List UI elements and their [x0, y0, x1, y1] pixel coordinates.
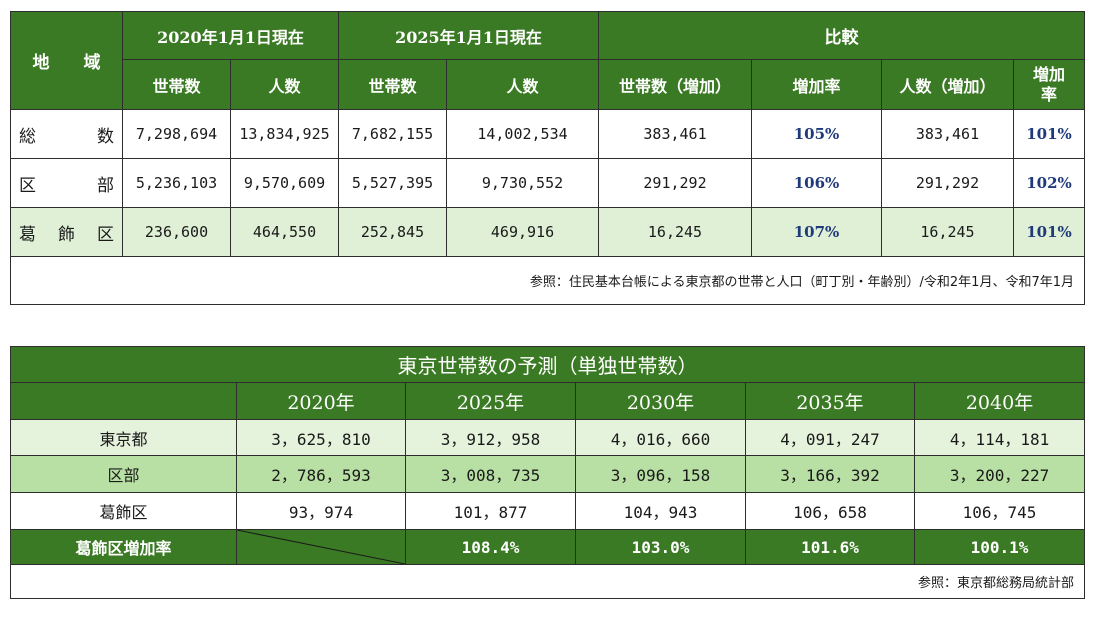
header-people-2025: 人数: [446, 59, 599, 110]
header-blank: [10, 382, 237, 420]
header-people-increase: 人数（増加）: [881, 59, 1014, 110]
table-row: 区部 2，786，593 3，008，735 3，096，158 3，166，3…: [10, 455, 1086, 493]
region-cell: 葛飾区: [10, 207, 123, 257]
header-households-rate: 増加率: [751, 59, 882, 110]
header-year: 2040年: [913, 382, 1086, 420]
cell-people-increase: 16,245: [881, 207, 1014, 257]
forecast-title: 東京世帯数の予測（単独世帯数）: [9, 346, 1086, 383]
header-compare: 比較: [598, 11, 1085, 60]
cell-value: 101，877: [405, 492, 576, 530]
cell-value: 93，974: [236, 492, 406, 530]
cell-people-2025: 14,002,534: [446, 109, 599, 159]
cell-value: 3，166，392: [745, 455, 915, 493]
cell-households-2025: 252,845: [338, 207, 447, 257]
cell-value: 3，625，810: [236, 419, 406, 456]
cell-rate: 108.4%: [405, 529, 576, 565]
cell-people-2020: 464,550: [230, 207, 339, 257]
cell-households-2025: 7,682,155: [338, 109, 447, 159]
cell-value: 106，658: [745, 492, 915, 530]
cell-households-rate: 107%: [751, 207, 882, 257]
diagonal-line: [237, 530, 405, 564]
row-label: 葛飾区増加率: [10, 529, 237, 565]
header-households-2020: 世帯数: [122, 59, 231, 110]
cell-people-2025: 9,730,552: [446, 158, 599, 208]
header-2025: 2025年1月1日現在: [338, 11, 599, 60]
region-cell: 総数: [10, 109, 123, 159]
header-year: 2030年: [575, 382, 746, 420]
header-households-increase: 世帯数（増加）: [598, 59, 752, 110]
cell-households-rate: 105%: [751, 109, 882, 159]
cell-value: 3，200，227: [913, 455, 1086, 493]
cell-rate: 103.0%: [575, 529, 746, 565]
cell-people-increase: 291,292: [881, 158, 1014, 208]
row-label: 区部: [10, 455, 237, 493]
cell-rate: 101.6%: [745, 529, 915, 565]
table-row: 総数 7,298,694 13,834,925 7,682,155 14,002…: [10, 109, 1085, 159]
cell-people-rate: 102%: [1013, 158, 1085, 208]
cell-value: 4，016，660: [575, 419, 746, 456]
diagonal-blank-cell: [236, 529, 406, 565]
cell-households-2025: 5,527,395: [338, 158, 447, 208]
cell-households-2020: 5,236,103: [122, 158, 231, 208]
cell-households-2020: 236,600: [122, 207, 231, 257]
cell-households-increase: 16,245: [598, 207, 752, 257]
cell-value: 4，114，181: [913, 419, 1086, 456]
cell-people-rate: 101%: [1013, 207, 1085, 257]
table-row: 葛飾区増加率 108.4% 103.0% 101.6% 100.1%: [10, 529, 1086, 565]
cell-value: 3，912，958: [405, 419, 576, 456]
header-2020: 2020年1月1日現在: [122, 11, 339, 60]
single-household-forecast-table: 東京世帯数の予測（単独世帯数） 2020年 2025年 2030年 2035年 …: [9, 346, 1086, 599]
cell-value: 2，786，593: [236, 455, 406, 493]
cell-people-2020: 13,834,925: [230, 109, 339, 159]
cell-value: 3，008，735: [405, 455, 576, 493]
cell-value: 4，091，247: [745, 419, 915, 456]
header-year: 2035年: [745, 382, 915, 420]
cell-value: 106，745: [913, 492, 1086, 530]
cell-value: 104，943: [575, 492, 746, 530]
cell-households-2020: 7,298,694: [122, 109, 231, 159]
header-year: 2025年: [405, 382, 576, 420]
row-label: 東京都: [10, 419, 237, 456]
source-note: 参照：東京都総務局統計部: [9, 564, 1086, 599]
row-label: 葛飾区: [10, 492, 237, 530]
header-year: 2020年: [236, 382, 406, 420]
region-cell: 区部: [10, 158, 123, 208]
table-row: 葛飾区 93，974 101，877 104，943 106，658 106，7…: [10, 492, 1086, 530]
cell-households-increase: 383,461: [598, 109, 752, 159]
cell-people-2025: 469,916: [446, 207, 599, 257]
source-note: 参照：住民基本台帳による東京都の世帯と人口（町丁別・年齢別）/令和2年1月、令和…: [10, 256, 1085, 305]
cell-people-2020: 9,570,609: [230, 158, 339, 208]
table-row: 東京都 3，625，810 3，912，958 4，016，660 4，091，…: [10, 419, 1086, 456]
cell-people-increase: 383,461: [881, 109, 1014, 159]
header-households-2025: 世帯数: [338, 59, 447, 110]
cell-people-rate: 101%: [1013, 109, 1085, 159]
header-region: 地 域: [10, 11, 123, 110]
cell-households-rate: 106%: [751, 158, 882, 208]
cell-rate: 100.1%: [913, 529, 1086, 565]
table-row: 区部 5,236,103 9,570,609 5,527,395 9,730,5…: [10, 158, 1085, 208]
cell-value: 3，096，158: [575, 455, 746, 493]
header-people-rate: 増加 率: [1013, 59, 1085, 110]
header-people-2020: 人数: [230, 59, 339, 110]
table-row: 葛飾区 236,600 464,550 252,845 469,916 16,2…: [10, 207, 1085, 257]
cell-households-increase: 291,292: [598, 158, 752, 208]
household-population-table: 地 域 2020年1月1日現在 2025年1月1日現在 比較 世帯数 人数 世帯…: [10, 11, 1085, 305]
